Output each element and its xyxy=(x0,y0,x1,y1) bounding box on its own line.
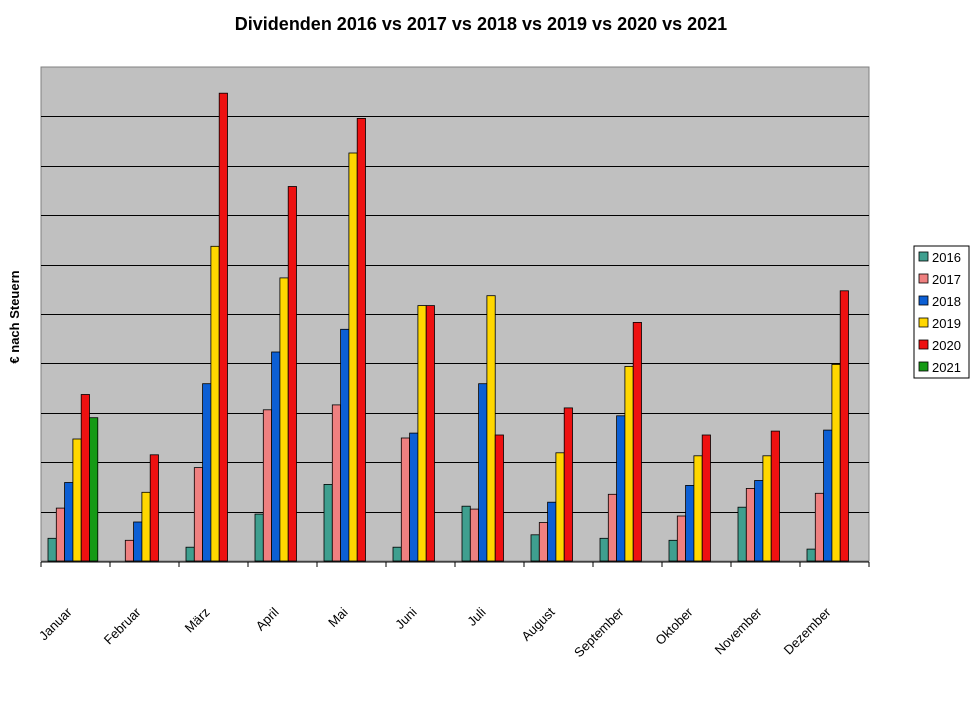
x-tick-label: November xyxy=(712,604,765,657)
x-tick-labels: Januar Februar März April Mai Juni Juli August S… xyxy=(36,604,834,660)
bar-2018-Februar xyxy=(133,521,143,562)
bar-2019-November xyxy=(762,455,772,562)
bar-2019-Dezember xyxy=(831,363,841,562)
x-tick-label: März xyxy=(182,605,213,636)
x-ticks xyxy=(40,562,870,567)
legend-label-2017: 2017 xyxy=(932,272,961,287)
bar-2017-Dezember xyxy=(814,492,824,562)
bar-2017-Oktober xyxy=(676,515,686,562)
legend-swatch-2018 xyxy=(918,295,929,306)
bar-2018-August xyxy=(547,501,557,562)
bar-2018-Januar xyxy=(64,482,74,562)
bars xyxy=(47,92,849,562)
bar-2017-September xyxy=(607,493,617,562)
bar-2018-März xyxy=(202,383,212,562)
x-tick-label: Dezember xyxy=(781,604,834,657)
bar-2016-Juli xyxy=(461,505,471,562)
bar-2016-Januar xyxy=(47,537,57,562)
x-tick-label: Februar xyxy=(101,604,144,647)
bar-2016-August xyxy=(530,534,540,562)
legend-label-2019: 2019 xyxy=(932,316,961,331)
legend-swatch-2016 xyxy=(918,251,929,262)
x-tick-label: Juni xyxy=(392,604,420,632)
x-tick-label: Oktober xyxy=(652,604,696,648)
bar-2016-November xyxy=(737,506,747,562)
bar-2016-Oktober xyxy=(668,539,678,562)
legend-swatch-2021 xyxy=(918,361,929,372)
bar-2017-Februar xyxy=(124,539,135,562)
bar-2018-Dezember xyxy=(823,429,833,562)
bar-2016-September xyxy=(599,537,609,562)
legend-label-2018: 2018 xyxy=(932,294,961,309)
bar-2021-Januar xyxy=(89,417,99,562)
legend-label-2020: 2020 xyxy=(932,338,961,353)
bar-2019-Juni xyxy=(417,305,427,562)
bar-2020-Juni xyxy=(425,305,435,562)
x-tick-label: Mai xyxy=(325,604,350,629)
bar-2020-März xyxy=(218,92,228,562)
bar-2017-Mai xyxy=(331,404,341,562)
bar-2016-Mai xyxy=(323,483,333,562)
chart-title: Dividenden 2016 vs 2017 vs 2018 vs 2019 … xyxy=(235,14,727,34)
x-tick-label: September xyxy=(571,604,627,660)
bar-2020-September xyxy=(632,321,642,562)
bar-2020-November xyxy=(770,430,780,562)
y-axis-label: € nach Steuern xyxy=(7,270,22,363)
legend: 2016 2017 2018 2019 2020 2021 xyxy=(913,245,970,379)
bar-2018-April xyxy=(271,351,281,562)
bar-2016-März xyxy=(185,546,195,562)
bar-2017-August xyxy=(538,522,548,562)
bar-2016-April xyxy=(254,513,264,562)
bar-2018-Oktober xyxy=(685,484,695,562)
bar-2018-September xyxy=(616,415,626,562)
legend-box xyxy=(913,245,970,379)
bar-2020-April xyxy=(287,186,297,562)
bar-2020-August xyxy=(563,407,573,562)
bar-2019-Oktober xyxy=(693,455,703,562)
bar-2018-Juli xyxy=(478,383,488,562)
bar-2019-Juli xyxy=(486,295,496,562)
legend-label-2016: 2016 xyxy=(932,250,961,265)
bar-2018-November xyxy=(754,480,764,562)
bar-2017-Juni xyxy=(400,437,410,562)
x-tick-label: Januar xyxy=(36,604,75,643)
bar-2017-April xyxy=(262,409,272,562)
legend-label-2021: 2021 xyxy=(932,360,961,375)
bar-2018-Mai xyxy=(340,328,350,562)
legend-swatch-2020 xyxy=(918,339,929,350)
bar-2020-Februar xyxy=(149,454,159,562)
gridlines xyxy=(41,116,869,513)
legend-swatch-2017 xyxy=(918,273,929,284)
bar-2019-März xyxy=(210,245,220,562)
bar-2020-Juli xyxy=(494,434,504,562)
bar-2018-Juni xyxy=(409,432,419,562)
x-tick-label: April xyxy=(253,604,282,633)
bar-2017-März xyxy=(193,467,204,562)
bar-2019-August xyxy=(555,452,565,562)
bar-2020-Januar xyxy=(80,394,90,562)
bar-2019-Januar xyxy=(72,438,82,562)
bar-2017-Juli xyxy=(469,508,479,562)
x-tick-label: August xyxy=(518,604,557,643)
bar-2017-Januar xyxy=(55,507,65,562)
bar-2020-Dezember xyxy=(839,290,849,562)
bar-2016-Dezember xyxy=(806,548,816,562)
bar-2016-Juni xyxy=(392,546,402,562)
bar-2017-November xyxy=(745,487,755,562)
bar-2020-Mai xyxy=(356,118,366,562)
bar-2019-Mai xyxy=(348,152,358,562)
bar-2019-Februar xyxy=(141,491,151,562)
x-tick-label: Juli xyxy=(464,604,488,628)
bar-2019-April xyxy=(279,277,289,562)
bar-2020-Oktober xyxy=(701,434,711,562)
legend-swatch-2019 xyxy=(918,317,929,328)
bar-2019-September xyxy=(624,365,634,562)
